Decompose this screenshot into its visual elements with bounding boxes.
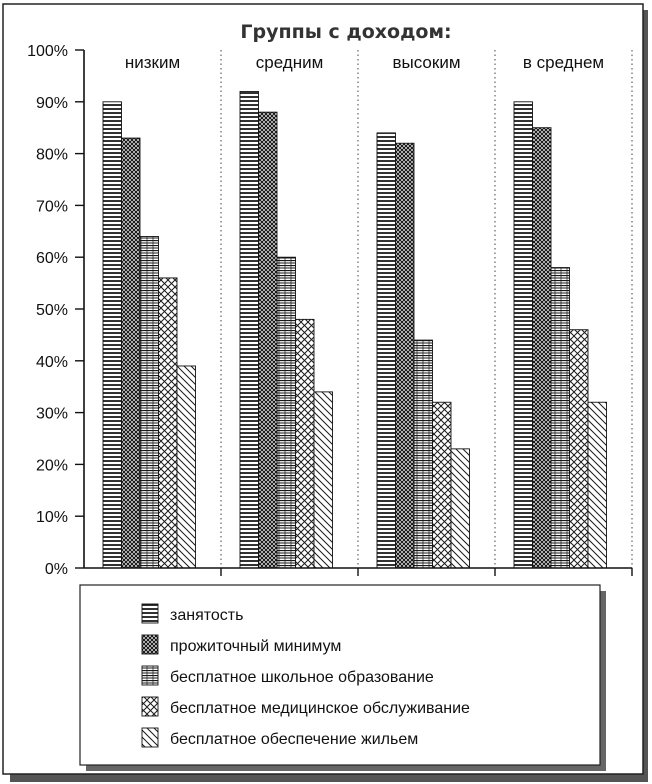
y-tick-label: 30% [36,406,68,423]
legend-swatch [141,603,159,624]
y-tick-label: 0% [45,561,68,578]
bar [395,142,415,569]
legend-swatch [141,665,159,686]
bar [413,339,433,569]
bar [295,318,315,569]
chart-title: Группы с доходом: [240,21,451,43]
bar [376,132,396,569]
bar [569,329,589,569]
bar [139,236,159,569]
bars [102,90,607,569]
legend-label: бесплатное медицинское обслуживание [170,700,470,717]
y-tick-label: 50% [36,302,68,319]
category-label: средним [256,53,324,72]
legend: занятость прожиточный минимум бесплатное ш… [141,603,470,748]
bar [276,256,296,569]
y-tick-label: 20% [36,457,68,474]
category-label: в среднем [523,53,604,72]
y-tick-label: 100% [27,43,68,60]
bar [102,101,122,569]
legend-box [79,584,601,766]
y-tick-labels: 0% 10% 20% 30% 40% 50% 60% 70% 80% 90% 100% [27,43,68,578]
bar [313,391,333,569]
legend-label: прожиточный минимум [170,638,341,655]
bar [258,111,278,569]
bar [550,267,570,569]
y-tick-label: 70% [36,198,68,215]
bar [176,365,196,569]
category-labels: низким средним высоким в среднем [125,53,604,72]
bar [158,277,178,569]
legend-swatch [141,727,159,748]
bar [450,448,470,569]
y-tick-label: 60% [36,250,68,267]
legend-swatch [141,634,159,655]
legend-label: занятость [170,607,243,624]
y-tick-label: 90% [36,95,68,112]
legend-label: бесплатное обеспечение жильем [170,731,418,748]
bar [532,127,552,569]
bar [513,101,533,569]
bar [239,90,259,569]
y-tick-label: 80% [36,147,68,164]
legend-swatch [141,696,159,717]
axes [75,49,633,576]
category-label: высоким [392,53,460,72]
category-label: низким [125,53,180,72]
bar [432,401,452,569]
bar [121,137,141,569]
y-tick-label: 40% [36,354,68,371]
category-separators [220,50,633,568]
legend-label: бесплатное школьное образование [170,669,434,686]
bar [587,401,607,569]
y-tick-label: 10% [36,509,68,526]
